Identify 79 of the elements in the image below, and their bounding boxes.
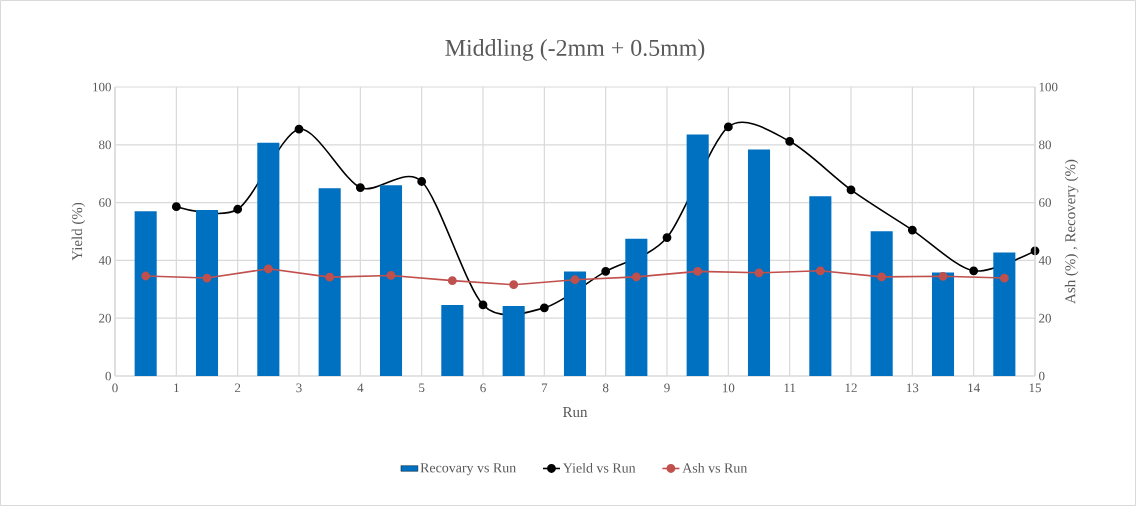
point <box>171 202 181 212</box>
x-tick-label: 2 <box>234 383 241 393</box>
point <box>815 266 825 276</box>
x-tick-label: 14 <box>968 383 980 393</box>
point <box>355 183 365 192</box>
x-tick-label: 9 <box>664 383 670 393</box>
legend-label: Recovary vs Run <box>420 463 516 476</box>
x-tick-label: 4 <box>357 383 364 393</box>
bar <box>993 252 1016 376</box>
point <box>478 300 488 310</box>
y2-tick-label: 0 <box>1039 371 1045 381</box>
y-tick-label: 40 <box>98 256 111 265</box>
point <box>325 272 335 282</box>
point <box>202 273 212 283</box>
point <box>938 271 948 281</box>
point <box>570 275 580 285</box>
bar <box>563 271 587 376</box>
y-tick-label: 60 <box>99 198 111 207</box>
x-tick-label: 13 <box>907 383 919 393</box>
bar <box>686 134 709 376</box>
point <box>754 268 764 278</box>
y2-tick-label: 80 <box>1039 140 1051 150</box>
y2-tick-label: 60 <box>1039 198 1051 207</box>
y-axis-title: Yield (%) <box>71 202 86 261</box>
point <box>723 122 733 132</box>
point <box>877 272 887 282</box>
bar <box>625 238 648 376</box>
bar <box>379 185 403 376</box>
y2-tick-label: 40 <box>1038 256 1051 265</box>
y2-tick-label: 100 <box>1039 82 1058 92</box>
x-tick-label: 3 <box>296 383 302 393</box>
point <box>539 303 549 313</box>
bar <box>134 211 157 376</box>
point <box>631 272 641 282</box>
point <box>693 266 703 276</box>
point <box>999 273 1009 283</box>
x-axis-title: Run <box>562 407 588 418</box>
y2-tick-label: 20 <box>1039 313 1051 323</box>
y-tick-label: 100 <box>93 82 111 92</box>
point <box>141 271 151 281</box>
y2-axis-title: Ash (%) , Recovery (%) <box>1064 159 1079 304</box>
x-tick-label: 15 <box>1029 383 1041 393</box>
bar <box>747 149 771 376</box>
x-tick-label: 7 <box>541 383 548 392</box>
x-tick-label: 12 <box>845 383 857 393</box>
point <box>417 177 427 186</box>
legend-label: Ash vs Run <box>682 462 748 473</box>
bar <box>809 196 832 376</box>
x-tick-label: 10 <box>723 383 735 393</box>
point <box>263 264 273 274</box>
bar <box>502 306 525 376</box>
bar <box>257 142 280 376</box>
x-tick-label: 11 <box>784 383 796 393</box>
bar <box>318 188 341 376</box>
legend-label: Yield vs Run <box>562 462 636 473</box>
x-tick-label: 5 <box>419 383 425 393</box>
point <box>233 204 243 214</box>
y-tick-label: 0 <box>105 371 111 381</box>
y-tick-label: 80 <box>99 140 111 150</box>
point <box>969 266 979 276</box>
x-tick-label: 0 <box>112 383 118 393</box>
point <box>509 280 519 290</box>
x-tick-label: 1 <box>174 383 179 393</box>
point <box>386 271 396 280</box>
chart-title: Middling (-2mm + 0.5mm) <box>445 39 705 61</box>
bar <box>870 231 893 376</box>
point <box>447 276 457 286</box>
bar <box>441 304 464 376</box>
x-tick-label: 6 <box>480 383 486 393</box>
x-tick-label: 8 <box>602 383 609 393</box>
point <box>846 185 856 195</box>
point <box>294 124 304 134</box>
point <box>662 233 672 242</box>
bar <box>195 210 219 376</box>
point <box>907 225 917 235</box>
point <box>785 136 795 146</box>
bar <box>931 272 955 376</box>
point <box>601 266 611 276</box>
y-tick-label: 20 <box>99 313 111 323</box>
